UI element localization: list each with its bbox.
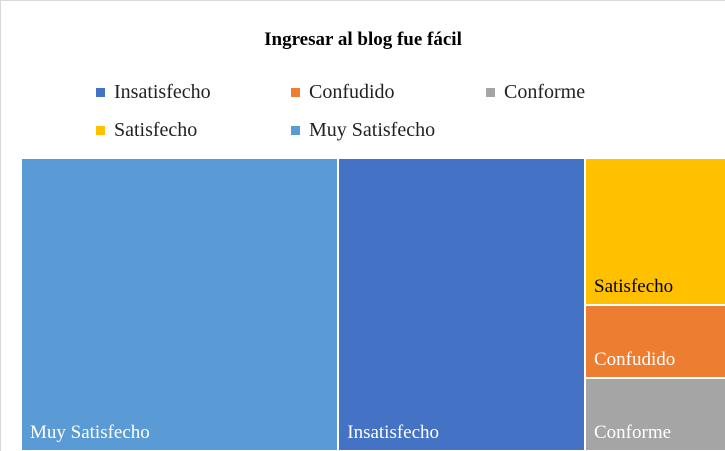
tile-label: Confudido (594, 348, 676, 370)
legend-swatch (96, 125, 105, 135)
legend-label: Confudido (309, 80, 395, 103)
legend-swatch (291, 87, 300, 97)
legend-swatch (486, 87, 495, 97)
tile-label: Conforme (594, 422, 672, 443)
legend-item: Muy Satisfecho (291, 111, 486, 149)
legend-item: Satisfecho (96, 111, 291, 149)
chart-title: Ingresar al blog fue fácil (264, 29, 462, 50)
tile-label: Insatisfecho (347, 422, 440, 443)
legend-label: Satisfecho (114, 118, 198, 141)
treemap-tile: Confudido (585, 304, 725, 378)
treemap-tile: Muy Satisfecho (21, 158, 339, 451)
legend-item: Conforme (486, 73, 681, 111)
tile-label: Satisfecho (594, 275, 674, 297)
legend-label: Insatisfecho (114, 80, 211, 103)
legend: Insatisfecho Confudido Conforme Satisfecho M… (96, 73, 696, 149)
legend-swatch (96, 87, 105, 97)
legend-swatch (291, 125, 300, 135)
treemap-tile: Satisfecho (585, 158, 725, 305)
tile-label: Muy Satisfecho (30, 422, 150, 443)
legend-label: Muy Satisfecho (309, 118, 436, 141)
legend-item: Insatisfecho (96, 73, 291, 111)
legend-label: Conforme (504, 80, 586, 103)
treemap-tile: Conforme (585, 377, 725, 451)
treemap-tile: Insatisfecho (338, 158, 585, 451)
legend-item: Confudido (291, 73, 486, 111)
